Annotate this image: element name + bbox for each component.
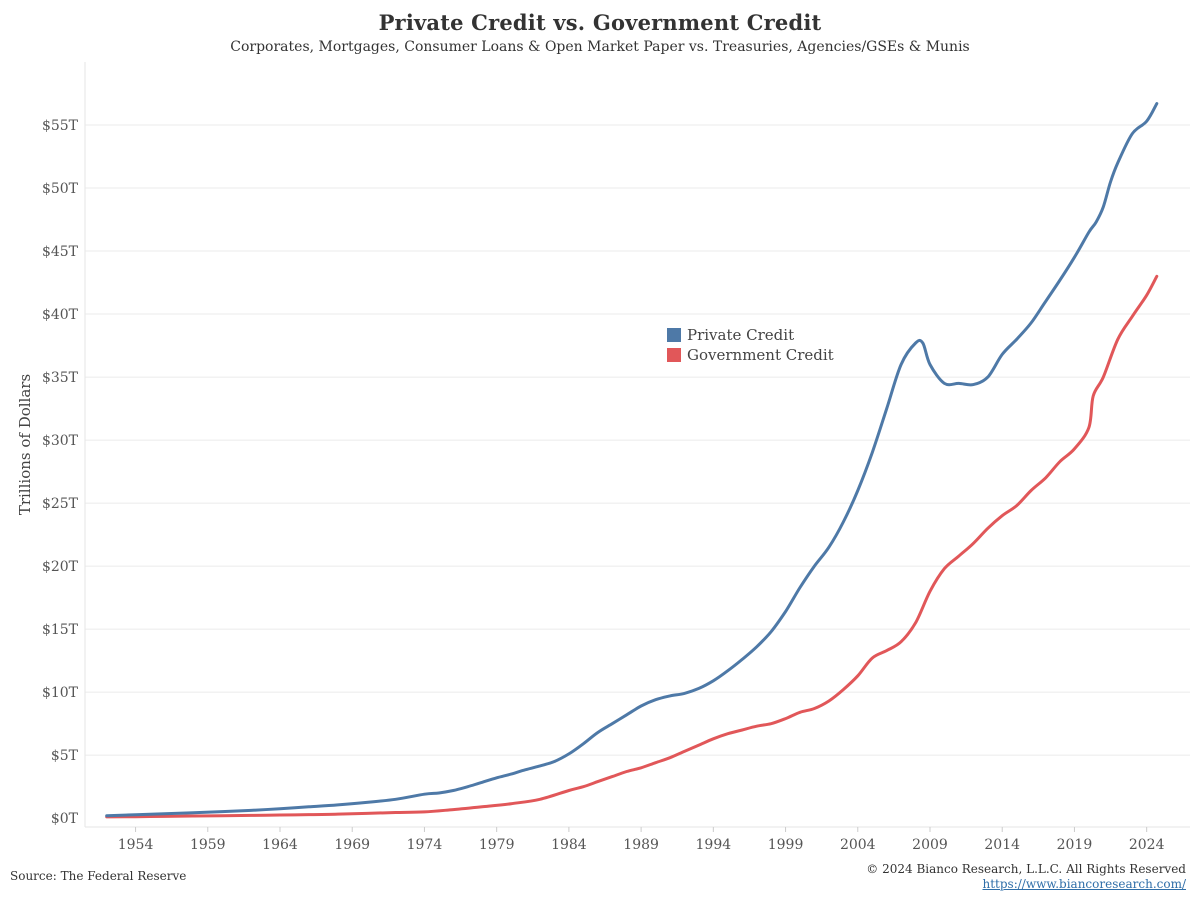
tick-labels: $0T $5T $10T $15T $20T $25T $30T $35T $40T $45T $5… (16, 118, 1165, 853)
x-tick-label: 2019 (1057, 837, 1093, 853)
y-tick-label: $15T (42, 622, 79, 638)
x-tick-label: 2024 (1129, 837, 1165, 853)
series-lines (105, 102, 1159, 819)
grid-lines (85, 124, 1190, 756)
legend-swatch-government-credit (667, 348, 681, 362)
copyright-text: © 2024 Bianco Research, L.L.C. All Right… (866, 862, 1186, 876)
x-tick-label: 1984 (551, 837, 587, 853)
legend-swatch-private-credit (667, 328, 681, 342)
x-tick-label: 1959 (190, 837, 226, 853)
y-tick-label: $45T (42, 244, 79, 260)
y-tick-label: $5T (51, 748, 79, 764)
chart-title: Private Credit vs. Government Credit (378, 10, 822, 35)
x-tick-label: 1979 (479, 837, 515, 853)
x-tick-label: 2009 (912, 837, 948, 853)
y-tick-label: $10T (42, 685, 79, 701)
x-tick-label: 1999 (768, 837, 804, 853)
y-tick-label: $0T (51, 811, 79, 827)
legend-label-government-credit: Government Credit (687, 346, 834, 364)
chart-subtitle: Corporates, Mortgages, Consumer Loans & … (230, 39, 970, 55)
x-tick-label: 1989 (623, 837, 659, 853)
y-tick-label: $55T (42, 118, 79, 134)
x-tick-label: 1994 (696, 837, 732, 853)
legend-label-private-credit: Private Credit (687, 326, 794, 344)
y-tick-label: $35T (42, 370, 79, 386)
y-tick-label: $30T (42, 433, 79, 449)
x-tick-label: 1954 (118, 837, 154, 853)
y-tick-label: $50T (42, 181, 79, 197)
x-tick-label: 1969 (334, 837, 370, 853)
series-line-private-credit (105, 102, 1159, 818)
legend: Private Credit Government Credit (667, 326, 834, 364)
website-link[interactable]: https://www.biancoresearch.com/ (982, 877, 1186, 891)
source-note: Source: The Federal Reserve (10, 869, 187, 883)
y-tick-label: $25T (42, 496, 79, 512)
copyright-block: © 2024 Bianco Research, L.L.C. All Right… (866, 862, 1186, 892)
y-axis-title: Trillions of Dollars (16, 374, 34, 515)
y-tick-label: $20T (42, 559, 79, 575)
series-line-government-credit (105, 274, 1159, 819)
x-tick-label: 2004 (840, 837, 876, 853)
x-tick-label: 1974 (407, 837, 443, 853)
x-tick-label: 1964 (262, 837, 298, 853)
x-tick-label: 2014 (984, 837, 1020, 853)
axes (84, 62, 1190, 832)
y-tick-label: $40T (42, 307, 79, 323)
